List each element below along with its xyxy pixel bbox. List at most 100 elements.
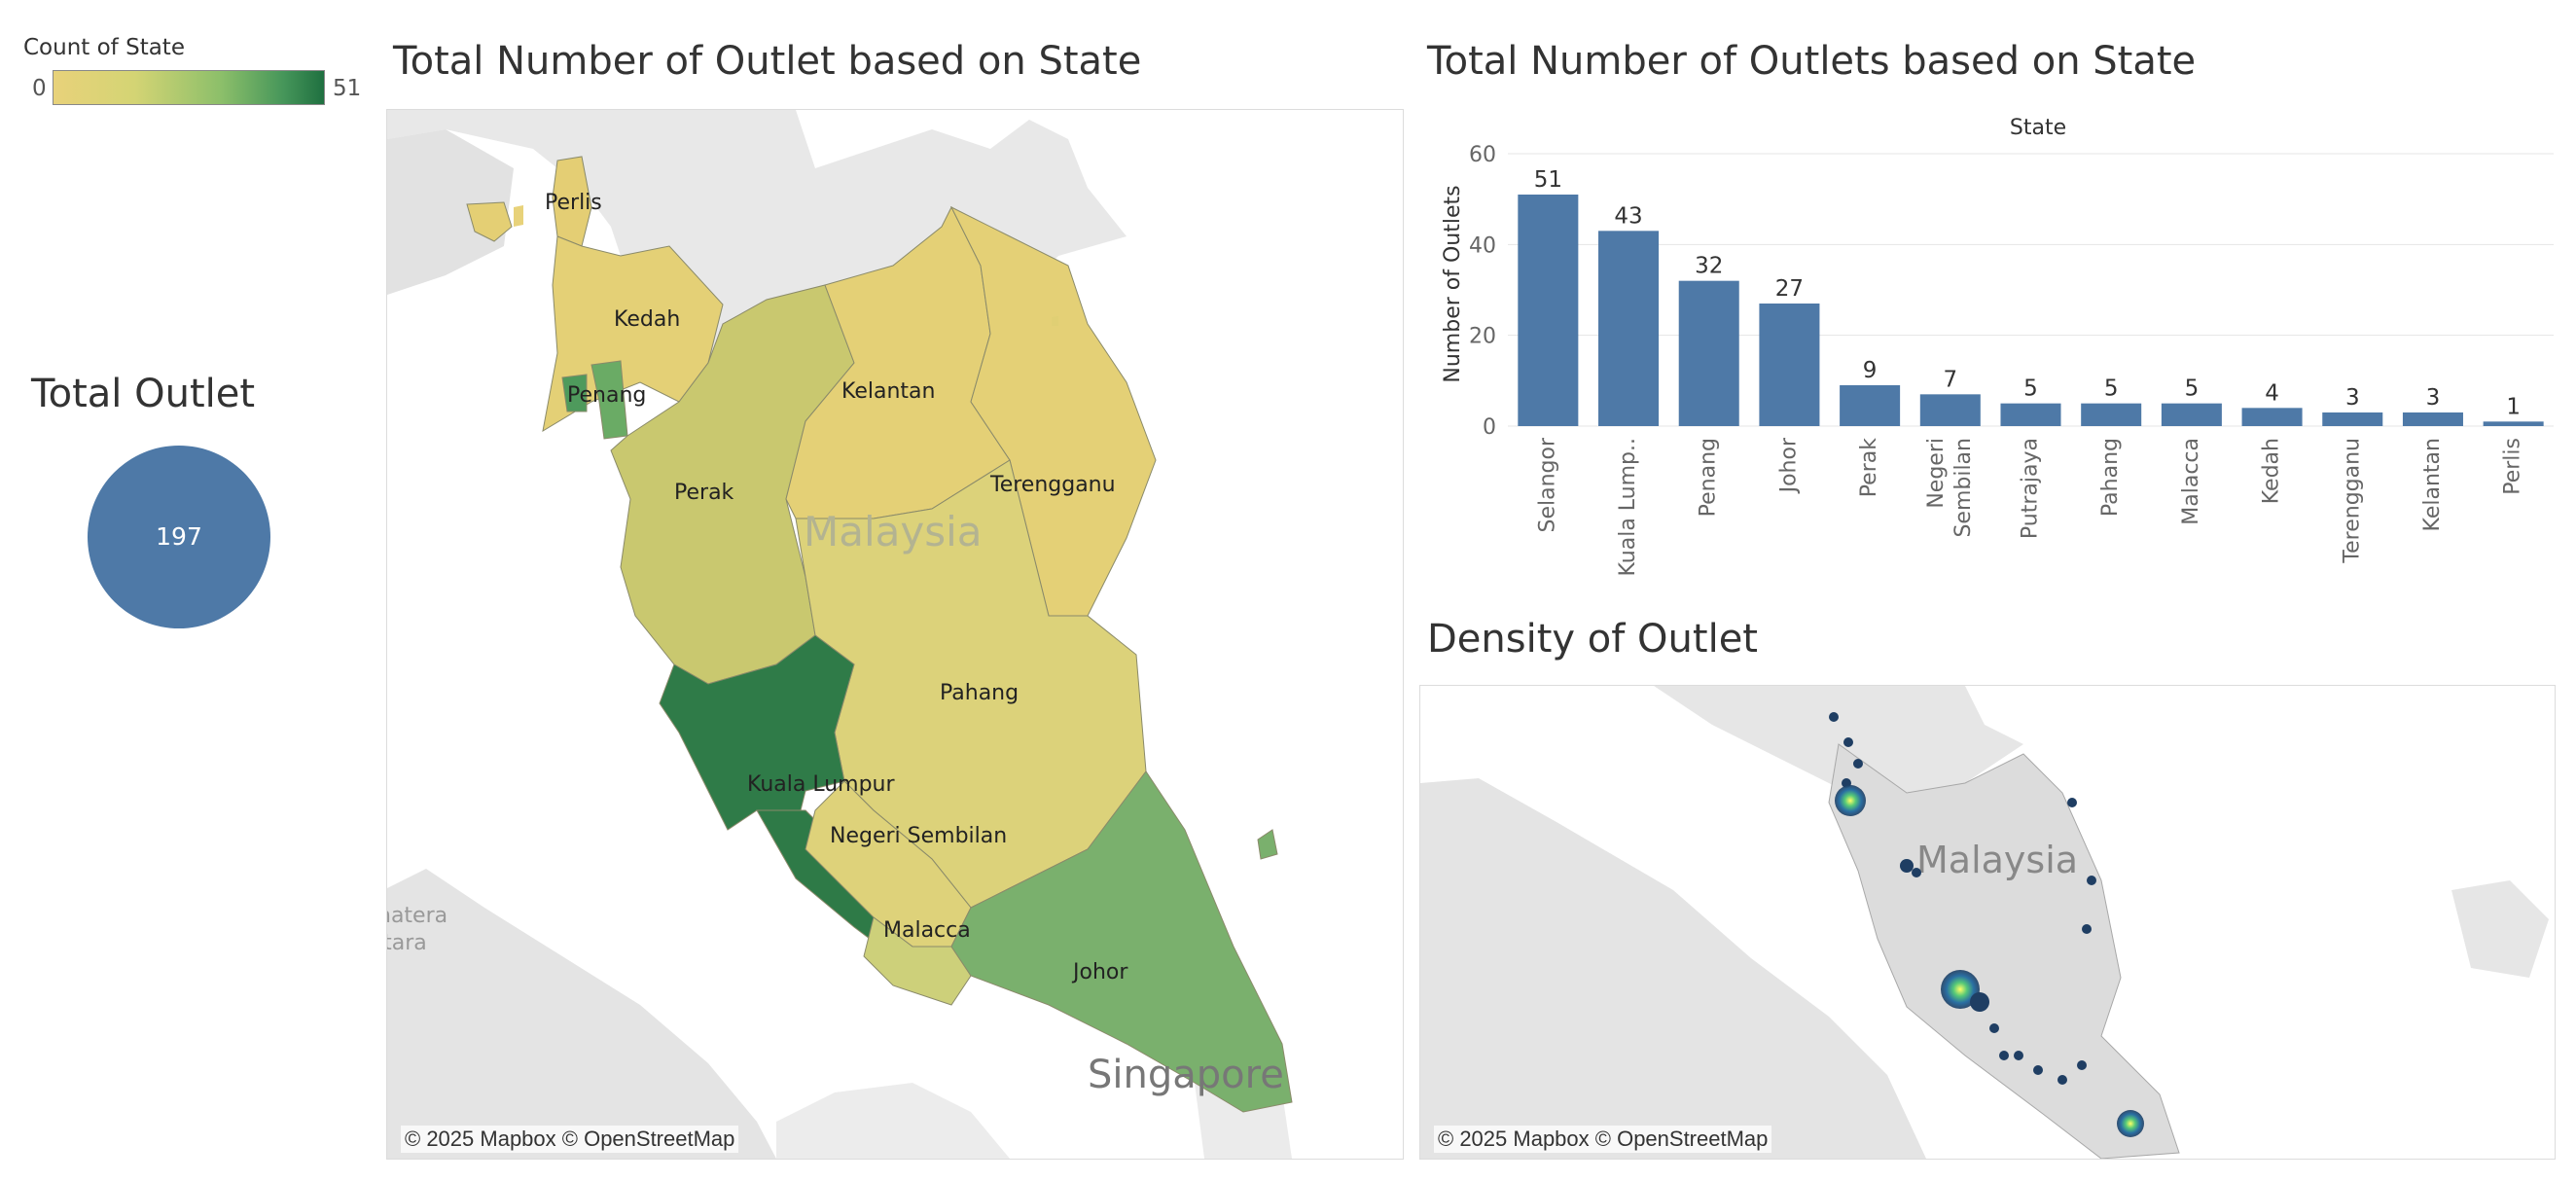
bar-malacca[interactable] (2161, 403, 2222, 426)
label-penang: Penang (567, 383, 646, 408)
x-tick-label: Kuala Lump.. (1616, 438, 1640, 577)
label-malacca: Malacca (883, 918, 971, 943)
x-tick-label: Negeri (1924, 438, 1949, 509)
label-singapore: Singapore (1088, 1053, 1284, 1097)
label-sumatera-2: itara (387, 931, 427, 955)
density-points (1829, 712, 2144, 1137)
label-sumatera-1: natera (387, 904, 447, 928)
label-terengganu: Terengganu (989, 473, 1116, 497)
label-perlis: Perlis (545, 191, 602, 215)
density-point[interactable] (2077, 1060, 2087, 1070)
bar-johor[interactable] (1759, 304, 1820, 426)
bar-value-label: 7 (1943, 367, 1957, 392)
state-johor[interactable] (950, 770, 1293, 1113)
bar-pahang[interactable] (2081, 403, 2142, 426)
bar-value-label: 4 (2265, 380, 2279, 406)
bar-penang[interactable] (1678, 280, 1739, 426)
x-tick-label: Kelantan (2420, 438, 2445, 531)
small-island (514, 205, 523, 227)
x-tick-label: Perak (1857, 438, 1881, 498)
density-country-label: Malaysia (1916, 839, 2078, 881)
bar-value-label: 5 (2185, 376, 2200, 402)
bar-kedah[interactable] (2241, 408, 2303, 426)
label-pahang: Pahang (940, 681, 1019, 705)
density-sumatra-land (1420, 778, 1926, 1159)
x-tick-label: Kedah (2260, 438, 2284, 504)
state-penang-island[interactable] (561, 374, 588, 412)
density-point[interactable] (1999, 1051, 2009, 1060)
state-penang-mainland[interactable] (590, 360, 628, 440)
riau-islands-land (776, 1083, 1010, 1159)
x-tick-label: Malacca (2179, 438, 2203, 525)
density-map[interactable]: Malaysia (1419, 685, 2556, 1160)
bar-selangor[interactable] (1518, 195, 1579, 426)
density-point[interactable] (1853, 759, 1863, 769)
label-johor: Johor (1071, 960, 1128, 984)
density-point[interactable] (1829, 712, 1839, 722)
x-tick-label: Putrajaya (2019, 438, 2043, 539)
density-borneo-land (2451, 880, 2549, 978)
density-canvas: Malaysia (1420, 686, 2555, 1159)
bar-value-label: 43 (1614, 203, 1642, 229)
bar-value-label: 51 (1534, 167, 1562, 193)
density-point[interactable] (2057, 1075, 2067, 1085)
density-hotspot-penang[interactable] (1835, 785, 1866, 816)
total-outlet-circle[interactable] (88, 446, 270, 628)
bar-value-label: 9 (1863, 358, 1878, 383)
x-axis-title: State (2010, 116, 2066, 140)
bar-negeri-sembilan[interactable] (1919, 394, 1981, 426)
bar-value-label: 1 (2506, 394, 2521, 419)
bar-putrajaya[interactable] (2000, 403, 2061, 426)
density-map-title: Density of Outlet (1427, 617, 1758, 662)
y-axis-title: Number of Outlets (1441, 185, 1465, 382)
density-point[interactable] (1970, 992, 1989, 1012)
density-point[interactable] (1843, 737, 1853, 747)
map-canvas: Perlis Kedah Penang Perak Kelantan Teren… (387, 110, 1403, 1159)
total-outlet-value: 197 (156, 522, 202, 551)
bar-terengganu[interactable] (2322, 412, 2383, 426)
small-island-east (1052, 316, 1058, 326)
density-hotspot-johor[interactable] (2117, 1110, 2144, 1137)
bar-perak[interactable] (1840, 385, 1901, 426)
x-tick-label: Perlis (2501, 438, 2525, 495)
state-map-title: Total Number of Outlet based on State (393, 39, 1142, 84)
bar-kuala-lump-[interactable] (1598, 231, 1660, 426)
bar-value-label: 5 (2023, 376, 2038, 402)
density-point[interactable] (1900, 859, 1914, 873)
density-point[interactable] (2087, 876, 2096, 885)
total-outlet-title: Total Outlet (31, 372, 256, 416)
density-point[interactable] (1912, 868, 1921, 877)
density-point[interactable] (2067, 798, 2077, 807)
bar-value-label: 3 (2426, 385, 2441, 411)
x-tick-label: Pahang (2098, 438, 2123, 517)
legend-min-label: 0 (32, 76, 47, 101)
bar-chart-title: Total Number of Outlets based on State (1427, 39, 2197, 84)
density-attribution[interactable]: © 2025 Mapbox © OpenStreetMap (1434, 1126, 1772, 1153)
density-point[interactable] (2033, 1065, 2043, 1075)
state-kedah-island[interactable] (466, 201, 513, 242)
label-kuala-lumpur: Kuala Lumpur (747, 772, 895, 797)
thailand-west-land (387, 129, 514, 295)
label-negeri-sembilan: Negeri Sembilan (830, 824, 1007, 848)
bar-value-label: 5 (2104, 376, 2119, 402)
bar-perlis[interactable] (2483, 421, 2544, 426)
bar-value-label: 27 (1775, 276, 1804, 302)
density-hotspot-kl[interactable] (1941, 970, 1980, 1009)
bar-value-label: 3 (2345, 385, 2360, 411)
map-attribution[interactable]: © 2025 Mapbox © OpenStreetMap (401, 1126, 739, 1153)
label-kedah: Kedah (614, 307, 680, 332)
x-tick-label: Terengganu (2340, 438, 2364, 564)
state-johor-island[interactable] (1257, 829, 1278, 860)
y-tick-label: 20 (1469, 325, 1496, 349)
state-choropleth-map[interactable]: Perlis Kedah Penang Perak Kelantan Teren… (386, 109, 1404, 1160)
density-point[interactable] (2082, 924, 2092, 934)
density-point[interactable] (2014, 1051, 2023, 1060)
x-tick-label: Penang (1697, 438, 1721, 517)
x-tick-label: Sembilan (1951, 438, 1976, 538)
bar-kelantan[interactable] (2402, 412, 2463, 426)
density-point[interactable] (1989, 1023, 1999, 1033)
label-perak: Perak (674, 481, 734, 505)
sumatra-land (387, 869, 776, 1159)
state-malacca[interactable] (863, 916, 972, 1006)
